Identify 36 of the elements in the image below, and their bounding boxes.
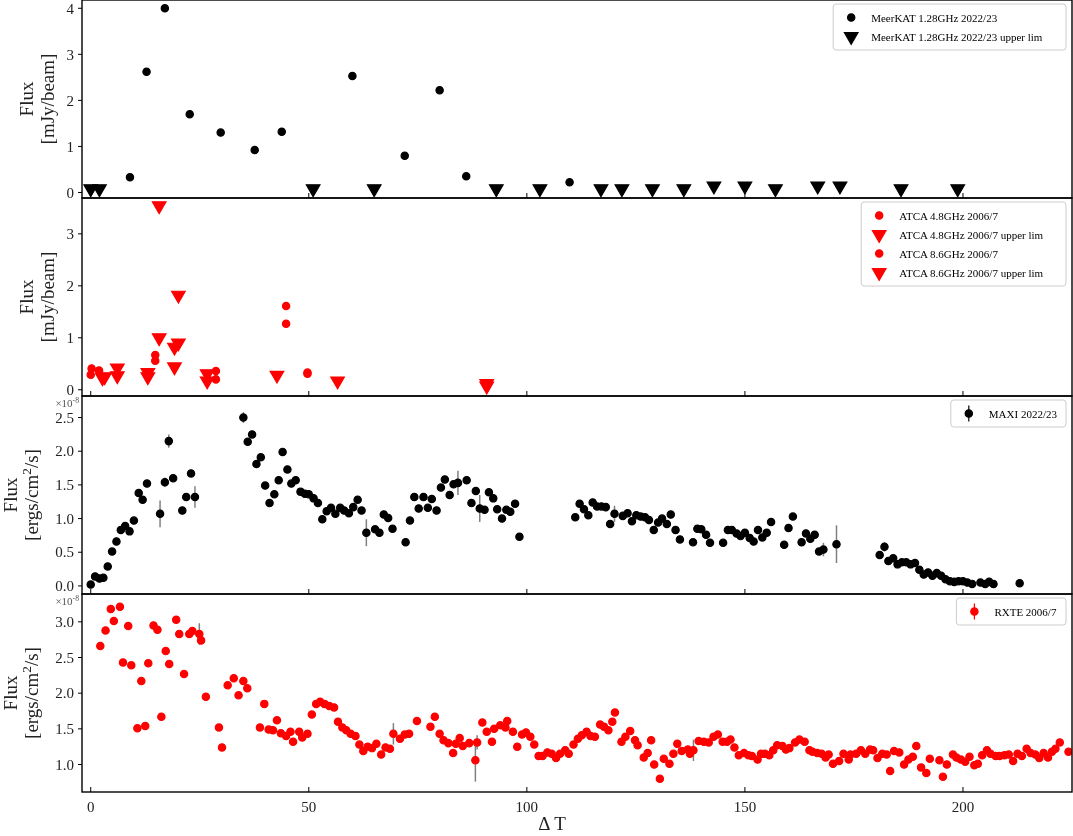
legend-label: MeerKAT 1.28GHz 2022/23 upper lim <box>871 30 1043 43</box>
legend-label: ATCA 8.6GHz 2006/7 upper lim <box>899 266 1044 279</box>
y-tick-label: 4 <box>66 0 75 17</box>
y-tick-label: 1.5 <box>55 721 74 738</box>
y-tick-label: 3.0 <box>55 614 74 631</box>
legend-label: ATCA 4.8GHz 2006/7 upper lim <box>899 228 1044 241</box>
y-tick-label: 1 <box>66 330 74 347</box>
y-tick-label: 3 <box>66 226 74 243</box>
x-tick-label: 0 <box>86 799 95 815</box>
x-tick-label: 150 <box>733 799 757 815</box>
y-tick-label: 0.5 <box>55 544 74 561</box>
x-tick-label: 50 <box>301 799 317 815</box>
y-tick-label: 2.0 <box>55 685 74 702</box>
legend-label: MAXI 2022/23 <box>988 407 1058 420</box>
y-tick-label: 2 <box>66 92 74 109</box>
legend-label: ATCA 8.6GHz 2006/7 <box>899 247 999 260</box>
y-tick-label: 2 <box>66 278 74 295</box>
legend-label: MeerKAT 1.28GHz 2022/23 <box>871 11 998 24</box>
y-tick-label: 2.5 <box>55 649 74 666</box>
y-tick-label: 1.0 <box>55 756 74 773</box>
y-tick-label: 1 <box>66 138 74 155</box>
legend-label: ATCA 4.8GHz 2006/7 <box>899 209 999 222</box>
y-axis-title: Flux [mJy/beam] <box>16 53 58 145</box>
y-tick-label: 1.0 <box>55 510 74 527</box>
y-tick-label: 3 <box>66 46 74 63</box>
x-tick-label: 200 <box>951 799 975 815</box>
y-tick-label: 0.0 <box>55 578 74 595</box>
y-tick-label: 2.0 <box>55 443 74 460</box>
y-tick-label: 2.5 <box>55 409 74 426</box>
y-tick-label: 1.5 <box>55 477 74 494</box>
text: ×10$^{-8}$ <box>55 593 80 607</box>
legend-label: RXTE 2006/7 <box>994 605 1057 618</box>
x-tick-label: 100 <box>515 799 539 815</box>
y-axis-title: Flux [mJy/beam] <box>16 251 58 343</box>
x-axis-title: Δ T <box>538 813 567 834</box>
y-tick-label: 0 <box>66 184 74 201</box>
